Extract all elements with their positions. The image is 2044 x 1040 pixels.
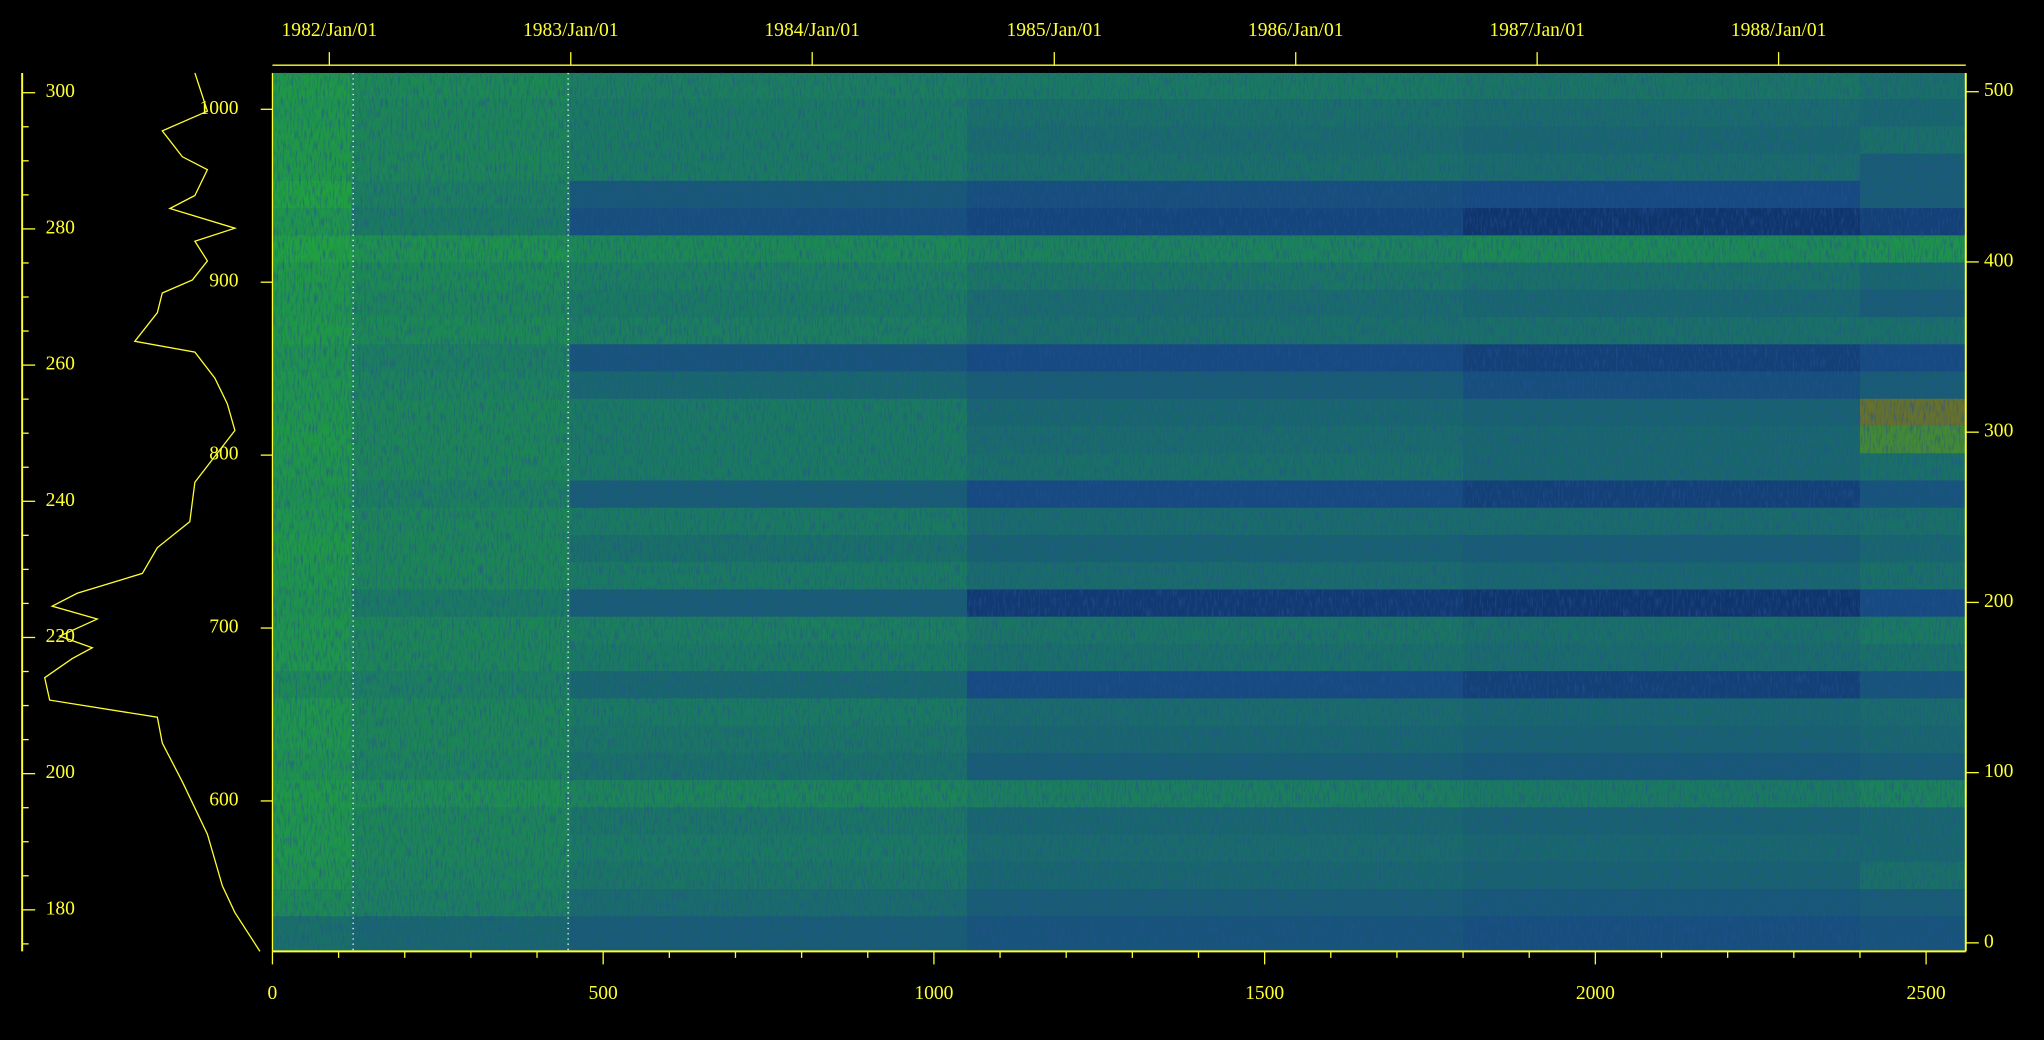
x-tick-label: 1000: [914, 983, 953, 1004]
x2-tick-label: 1987/Jan/01: [1489, 20, 1585, 41]
y2-tick-label: 400: [1984, 250, 2014, 271]
spectrum-line: [43, 72, 261, 952]
wavelength-tick-label: 300: [46, 81, 76, 102]
wavelength-tick-label: 180: [46, 898, 76, 919]
texture: [272, 72, 1966, 952]
y2-tick-label: 200: [1984, 591, 2014, 612]
y-tick-label: 1000: [199, 98, 238, 119]
y-axis-title: gp: [161, 485, 182, 505]
wavelength-axis-title: λ/[nm]: [93, 488, 114, 541]
x-tick-label: 500: [589, 983, 619, 1004]
wavelength-tick-label: 280: [46, 217, 76, 238]
y2-tick-label: 0: [1984, 931, 1994, 952]
wavelength-tick-label: 240: [46, 490, 76, 511]
x2-tick-label: 1985/Jan/01: [1007, 20, 1103, 41]
y-tick-label: 800: [209, 444, 239, 465]
y-tick-label: 700: [209, 617, 239, 638]
wavelength-tick-label: 200: [46, 762, 76, 783]
x2-tick-label: 1984/Jan/01: [764, 20, 860, 41]
x2-tick-label: 1988/Jan/01: [1731, 20, 1827, 41]
y-tick-label: 600: [209, 789, 239, 810]
x-tick-label: 2500: [1907, 983, 1946, 1004]
x2-tick-label: 1982/Jan/01: [282, 20, 378, 41]
y2-tick-label: 500: [1984, 80, 2014, 101]
x-tick-label: 0: [268, 983, 278, 1004]
y2-tick-label: 100: [1984, 761, 2014, 782]
x-axis-title: Day of mission: [1059, 1012, 1179, 1033]
x-tick-label: 1500: [1245, 983, 1284, 1004]
y2-tick-label: 300: [1984, 421, 2014, 442]
y2-axis-title: gp=512: [2025, 465, 2044, 525]
wavelength-tick-label: 260: [46, 354, 76, 375]
x-tick-label: 2000: [1576, 983, 1615, 1004]
x2-tick-label: 1986/Jan/01: [1248, 20, 1344, 41]
x2-tick-label: 1983/Jan/01: [523, 20, 619, 41]
y-tick-label: 900: [209, 271, 239, 292]
